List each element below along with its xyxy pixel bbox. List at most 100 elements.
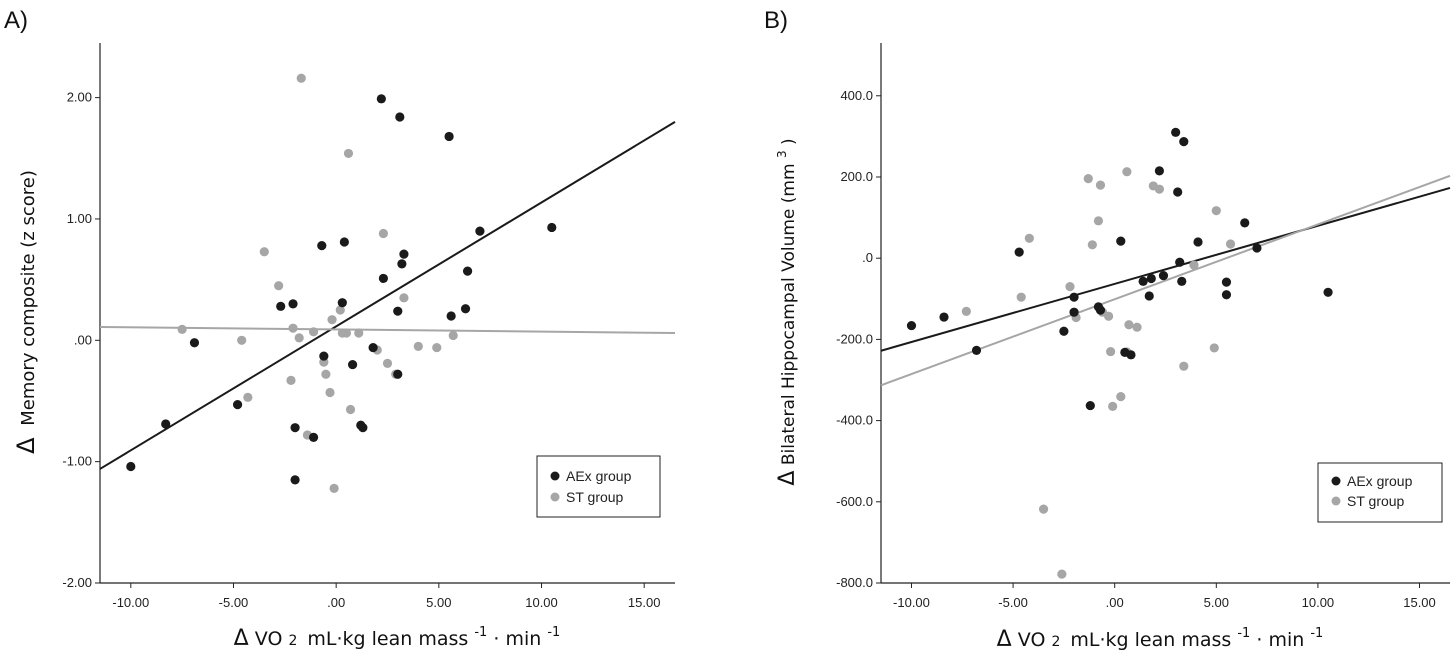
x-tick-label-a: 5.00 — [426, 595, 451, 610]
y-axis-title-b: Δ Bilateral Hippocampal Volume (mm 3 ) — [771, 138, 800, 485]
data-point-st-b — [1104, 311, 1114, 321]
x-axis-unit-a: mL·kg lean mass — [307, 628, 468, 650]
data-point-aex-a — [399, 249, 409, 259]
data-point-aex-b — [1171, 127, 1181, 137]
legend-marker-st-a — [550, 492, 560, 502]
data-point-aex-a — [161, 419, 171, 429]
data-point-st-a — [343, 148, 354, 159]
x-axis-title-b: Δ VO 2 mL·kg lean mass -1 · min -1 — [997, 620, 1324, 652]
x-tick-label-a: -10.00 — [112, 595, 149, 610]
data-point-aex-a — [347, 359, 358, 370]
data-point-aex-b — [1085, 400, 1095, 411]
data-point-st-a — [288, 323, 298, 333]
data-point-st-a — [243, 392, 253, 402]
data-point-st-a — [432, 342, 442, 353]
x-axis-exp2-a: -1 — [547, 625, 560, 640]
legend-marker-st-b — [1331, 496, 1341, 506]
data-point-st-b — [1122, 167, 1132, 177]
fit-line-aex-a — [99, 121, 676, 470]
data-point-st-a — [354, 328, 364, 338]
x-axis-min-b: min — [1268, 629, 1304, 651]
y-axis-title-a: Δ Memory composite (z score) — [12, 170, 40, 454]
data-point-st-b — [1108, 401, 1118, 411]
data-point-st-a — [177, 324, 187, 334]
data-point-st-b — [1057, 569, 1067, 579]
data-point-st-a — [274, 281, 284, 291]
data-point-aex-a — [462, 266, 473, 276]
data-point-aex-a — [358, 423, 368, 433]
y-axis-sup-b: 3 — [775, 150, 789, 158]
data-point-aex-b — [1173, 187, 1183, 197]
data-point-aex-b — [1059, 326, 1069, 336]
legend-box-a — [536, 455, 661, 518]
x-axis-exp2-b: -1 — [1310, 626, 1323, 641]
data-point-aex-a — [444, 131, 454, 142]
data-point-st-b — [1087, 240, 1097, 250]
data-point-aex-b — [1193, 237, 1203, 247]
data-point-aex-a — [317, 241, 327, 251]
legend-label-st-b: ST group — [1347, 493, 1405, 509]
panel-label-a: A) — [4, 7, 28, 34]
y-axis-text-b: Bilateral Hippocampal Volume (mm — [779, 163, 799, 465]
fit-line-aex-b — [880, 186, 1451, 352]
data-point-st-a — [327, 315, 337, 325]
x-axis-base-b: VO — [1018, 629, 1046, 651]
y-tick-label-b: -400.0 — [836, 413, 873, 428]
data-point-st-a — [413, 341, 423, 351]
data-point-aex-a — [126, 461, 136, 472]
x-axis-dot-a: · — [493, 628, 499, 650]
y-tick-label-b: 400.0 — [840, 88, 873, 103]
x-tick-label-b: 10.00 — [1302, 595, 1335, 610]
data-point-st-a — [294, 333, 304, 343]
panel-label-b: B) — [764, 7, 788, 34]
data-point-st-a — [378, 228, 388, 239]
data-point-aex-b — [1095, 305, 1106, 315]
data-point-aex-b — [1146, 273, 1156, 284]
data-point-st-b — [1083, 174, 1093, 184]
data-point-aex-b — [1240, 218, 1250, 228]
data-point-aex-a — [290, 475, 300, 485]
x-tick-label-a: -5.00 — [219, 595, 249, 610]
data-point-aex-a — [376, 94, 386, 104]
data-point-st-a — [382, 358, 393, 368]
y-tick-label-a: 2.00 — [67, 90, 92, 105]
x-axis-exp1-a: -1 — [474, 625, 487, 640]
data-point-aex-a — [460, 304, 471, 314]
data-point-aex-b — [1252, 243, 1262, 253]
data-point-st-a — [308, 327, 319, 337]
x-axis-sub-b: 2 — [1051, 634, 1060, 650]
data-point-aex-a — [475, 226, 485, 236]
data-point-st-b — [1179, 361, 1189, 371]
y-tick-label-b: -600.0 — [836, 494, 873, 509]
data-point-aex-b — [1126, 350, 1136, 360]
data-point-st-a — [335, 305, 345, 315]
y-tick-label-a: 1.00 — [67, 211, 92, 226]
data-point-aex-a — [290, 423, 300, 433]
legend-box-b — [1317, 462, 1443, 523]
data-point-aex-a — [319, 351, 329, 361]
data-point-st-b — [1124, 320, 1134, 330]
x-tick-label-b: -10.00 — [893, 595, 930, 610]
y-tick-label-a: -1.00 — [62, 454, 92, 469]
x-axis-dot-b: · — [1256, 629, 1262, 651]
data-point-st-b — [1095, 180, 1106, 190]
x-axis-title-a: Δ VO 2 mL·kg lean mass -1 · min -1 — [234, 619, 561, 651]
data-point-aex-b — [1179, 137, 1189, 147]
data-point-st-a — [286, 375, 296, 385]
x-tick-label-a: 10.00 — [525, 595, 558, 610]
data-point-st-a — [341, 328, 352, 338]
data-point-aex-b — [971, 345, 982, 355]
data-point-st-b — [1065, 282, 1075, 292]
y-axis-text-a: Memory composite (z score) — [18, 170, 39, 426]
y-tick-label-b: 200.0 — [840, 169, 873, 184]
x-tick-label-b: -5.00 — [998, 595, 1028, 610]
x-axis-exp1-b: -1 — [1237, 626, 1250, 641]
data-point-st-a — [345, 404, 356, 415]
y-axis-delta-a: Δ — [12, 437, 40, 454]
x-axis-delta-a: Δ — [234, 626, 249, 651]
panel-b-marks: -10.00 -5.00 .00 5.00 10.00 15.00 -800.0 -600.0… — [836, 43, 1451, 610]
data-point-aex-b — [1158, 271, 1169, 281]
data-point-aex-b — [1138, 276, 1148, 286]
data-point-aex-b — [906, 320, 917, 331]
